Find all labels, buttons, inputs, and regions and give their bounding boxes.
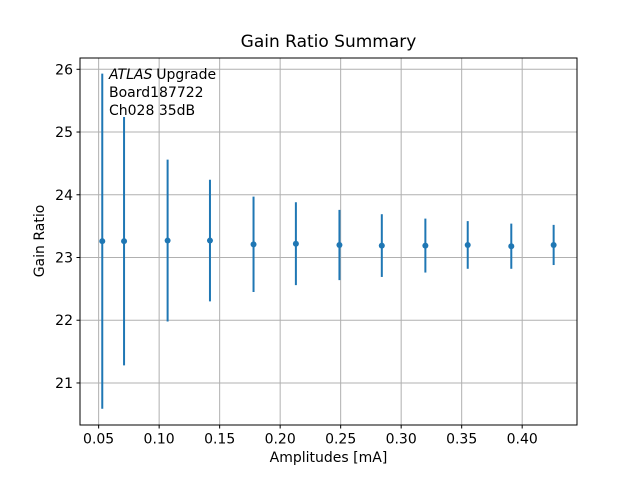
y-tick-label: 24 — [55, 188, 73, 204]
y-tick-label: 25 — [55, 125, 73, 141]
annotation-line-2: Board187722 — [109, 85, 204, 101]
y-tick-labels: 21 22 23 24 25 26 — [55, 62, 73, 392]
data-point-marker — [121, 238, 128, 245]
y-tick-label: 22 — [55, 313, 73, 329]
data-point-marker — [550, 241, 557, 248]
x-tick-label: 0.15 — [204, 432, 235, 448]
x-tick-label: 0.10 — [144, 432, 175, 448]
x-tick-label: 0.40 — [507, 432, 538, 448]
data-point-marker — [336, 241, 343, 248]
x-tick-label: 0.30 — [386, 432, 417, 448]
data-point-marker — [164, 237, 171, 244]
data-point-marker — [378, 242, 385, 249]
data-point-marker — [508, 243, 515, 250]
data-point-marker — [464, 241, 471, 248]
data-point-marker — [422, 242, 429, 249]
x-tick-label: 0.20 — [265, 432, 296, 448]
data-point-marker — [206, 237, 213, 244]
plot-border — [79, 57, 578, 426]
y-tick-label: 26 — [55, 62, 73, 78]
chart-title: Gain Ratio Summary — [240, 32, 417, 52]
annotation: ATLAS Upgrade Board187722 Ch028 35dB — [109, 66, 216, 120]
x-tick-label: 0.35 — [446, 432, 477, 448]
axis-ticks — [76, 68, 523, 429]
annotation-upgrade: Upgrade — [156, 67, 217, 83]
x-tick-label: 0.05 — [83, 432, 114, 448]
data-point-marker — [292, 240, 299, 247]
series-gain_ratio_vs_amplitude — [99, 73, 557, 409]
y-tick-label: 23 — [55, 250, 73, 266]
annotation-line-3: Ch028 35dB — [109, 103, 196, 119]
x-tick-labels: 0.05 0.10 0.15 0.20 0.25 0.30 0.35 0.40 — [83, 432, 538, 448]
x-axis-label: Amplitudes [mA] — [269, 450, 388, 466]
y-axis-label: Gain Ratio — [32, 204, 48, 278]
y-tick-label: 21 — [55, 376, 73, 392]
data-point-marker — [250, 241, 257, 248]
annotation-experiment: ATLAS — [109, 67, 153, 83]
x-tick-label: 0.25 — [325, 432, 356, 448]
data-point-marker — [99, 238, 106, 245]
annotation-line-1: ATLAS Upgrade — [109, 66, 216, 84]
grid-lines — [80, 58, 577, 425]
